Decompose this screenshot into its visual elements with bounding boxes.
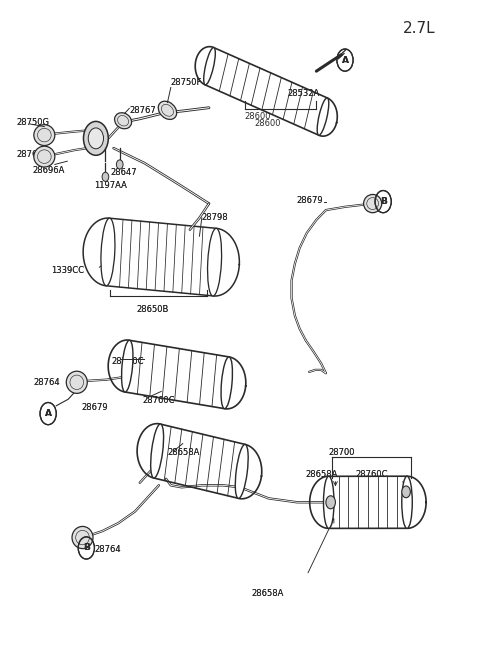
Text: B: B	[380, 197, 386, 206]
Circle shape	[102, 172, 109, 181]
Text: 28600: 28600	[245, 112, 271, 121]
Text: 28658A: 28658A	[252, 589, 284, 598]
Text: 28679: 28679	[296, 196, 323, 205]
Ellipse shape	[402, 476, 412, 529]
Text: 28764: 28764	[34, 379, 60, 388]
Text: B: B	[83, 544, 90, 552]
Text: 28767: 28767	[129, 106, 156, 115]
Text: 28750F: 28750F	[171, 79, 202, 88]
Circle shape	[84, 121, 108, 155]
Text: 28798: 28798	[202, 214, 228, 223]
Ellipse shape	[204, 48, 216, 85]
Circle shape	[116, 160, 123, 169]
Text: 28647: 28647	[110, 168, 137, 177]
Circle shape	[88, 128, 104, 149]
Ellipse shape	[72, 527, 93, 549]
Text: B: B	[380, 197, 386, 206]
Text: A: A	[341, 56, 348, 65]
Polygon shape	[83, 218, 240, 296]
Text: 1197AA: 1197AA	[95, 181, 127, 190]
Polygon shape	[108, 340, 246, 409]
Text: A: A	[45, 409, 52, 418]
Ellipse shape	[207, 229, 222, 296]
Text: 28764: 28764	[34, 379, 60, 388]
Circle shape	[402, 486, 410, 498]
Text: 28679: 28679	[82, 403, 108, 411]
Text: 1197AA: 1197AA	[95, 181, 127, 190]
Ellipse shape	[101, 218, 115, 286]
Text: 28696A: 28696A	[33, 166, 65, 176]
Text: 28760C: 28760C	[356, 470, 388, 479]
Text: 28658A: 28658A	[306, 470, 338, 479]
Polygon shape	[310, 476, 426, 529]
Ellipse shape	[317, 98, 329, 136]
Ellipse shape	[364, 195, 382, 213]
Text: 28650B: 28650B	[136, 305, 168, 314]
Ellipse shape	[151, 424, 164, 478]
Text: 28750G: 28750G	[17, 118, 49, 126]
Polygon shape	[195, 47, 337, 136]
Text: 28532A: 28532A	[288, 89, 320, 98]
Text: 28760C: 28760C	[356, 470, 388, 479]
Ellipse shape	[66, 371, 87, 394]
Text: 28658A: 28658A	[306, 470, 338, 479]
Text: A: A	[341, 56, 348, 65]
Ellipse shape	[158, 101, 177, 119]
Ellipse shape	[121, 340, 133, 392]
Text: 1339CC: 1339CC	[51, 266, 84, 275]
Polygon shape	[137, 424, 262, 499]
Text: 28798: 28798	[202, 214, 228, 223]
Text: 28658A: 28658A	[168, 448, 200, 457]
Circle shape	[326, 496, 336, 509]
Text: 28760C: 28760C	[111, 357, 144, 366]
Text: 1339CC: 1339CC	[51, 266, 84, 275]
Ellipse shape	[324, 476, 334, 529]
Text: 28767: 28767	[129, 106, 156, 115]
Text: 28750F: 28750F	[171, 79, 202, 88]
Text: 28767: 28767	[17, 150, 43, 159]
Ellipse shape	[221, 357, 232, 409]
Text: 28750G: 28750G	[17, 118, 49, 126]
Text: 28600: 28600	[254, 119, 281, 128]
Text: A: A	[45, 409, 52, 418]
Text: 28679: 28679	[296, 196, 323, 205]
Ellipse shape	[34, 146, 55, 167]
Text: 28650B: 28650B	[136, 305, 168, 314]
Text: 28679: 28679	[82, 403, 108, 411]
Text: 28696A: 28696A	[33, 166, 65, 176]
Text: 28532A: 28532A	[288, 89, 320, 98]
Ellipse shape	[115, 113, 132, 129]
Ellipse shape	[34, 124, 55, 145]
Text: 28647: 28647	[110, 168, 137, 177]
Text: 2.7L: 2.7L	[403, 21, 436, 36]
Text: 28658A: 28658A	[252, 589, 284, 598]
Text: 28760C: 28760C	[111, 357, 144, 366]
Text: 28764: 28764	[95, 545, 121, 553]
Text: 28760C: 28760C	[142, 396, 175, 405]
Text: 28767: 28767	[17, 150, 43, 159]
Text: 28760C: 28760C	[142, 396, 175, 405]
Text: 28764: 28764	[95, 545, 121, 553]
Ellipse shape	[235, 444, 248, 498]
Text: B: B	[83, 544, 90, 552]
Text: 28700: 28700	[328, 447, 355, 457]
Text: 28658A: 28658A	[168, 448, 200, 457]
Text: 28700: 28700	[328, 447, 355, 457]
